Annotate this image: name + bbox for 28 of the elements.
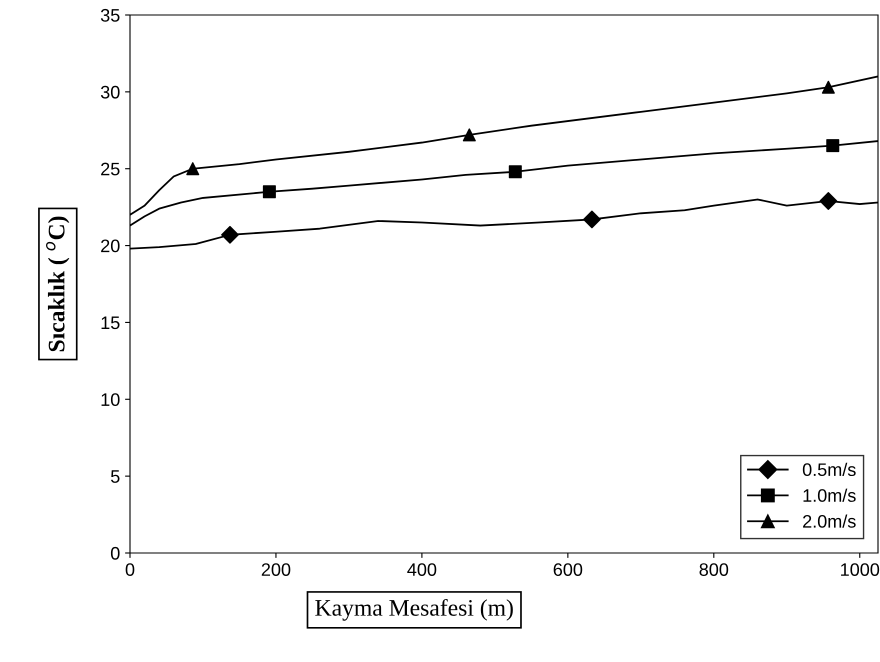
y-tick-label: 25 (101, 162, 120, 176)
point (508, 165, 522, 178)
point (826, 139, 840, 152)
point (262, 185, 276, 198)
x-tick-label: 1000 (841, 563, 880, 576)
y-tick-label: 30 (100, 86, 120, 99)
x-axis-title: Kayma Mesafesi (m) (315, 599, 513, 621)
point (822, 80, 835, 94)
point (186, 162, 200, 176)
x-tick-label: 0 (126, 563, 134, 576)
y-tick-label: 20 (101, 240, 120, 252)
y-tick-label: 5 (110, 470, 120, 483)
x-tick-label: 400 (407, 563, 436, 576)
y-tick-label: 35 (100, 8, 120, 22)
y-axis-title: Sıcaklık ( $^{o}$C) (46, 216, 70, 352)
x-tick-label: 200 (262, 563, 290, 576)
point (819, 192, 838, 210)
legend-label: 2.0m/s (803, 514, 856, 528)
point (583, 210, 601, 228)
x-tick-label: 600 (554, 563, 582, 576)
y-tick-label: 0 (110, 546, 120, 560)
x-tick-label: 800 (700, 563, 728, 576)
legend-label: 0.5m/s (802, 462, 856, 476)
y-tick-label: 10 (102, 393, 120, 406)
point (221, 226, 239, 244)
legend-label: 1.0m/s (804, 488, 856, 502)
y-tick-label: 15 (102, 316, 120, 330)
point (462, 128, 476, 142)
